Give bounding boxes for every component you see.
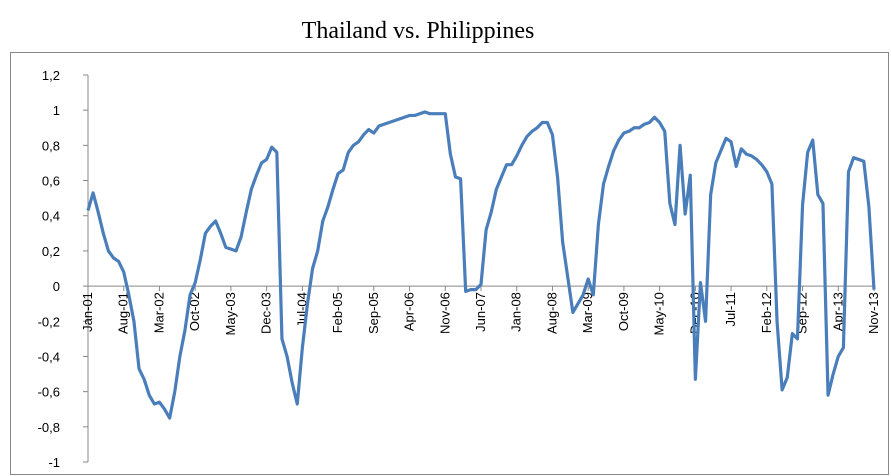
y-tick-label: 0,2: [42, 244, 60, 259]
x-tick-label: Oct-02: [187, 292, 202, 331]
y-tick-label: -0,8: [38, 420, 60, 435]
y-tick-label: 0,8: [42, 138, 60, 153]
x-tick-label: Sep-05: [366, 292, 381, 334]
x-tick-label: Aug-08: [544, 292, 559, 334]
x-tick-label: Jun-07: [473, 292, 488, 332]
y-tick-label: -0,4: [38, 349, 60, 364]
x-tick-label: Jan-08: [509, 292, 524, 332]
x-tick-label: May-10: [652, 292, 667, 335]
chart-title: Thailand vs. Philippines: [302, 18, 535, 44]
y-tick-label: 1: [53, 103, 60, 118]
x-tick-label: Apr-13: [830, 292, 845, 331]
y-tick-label: 0: [53, 279, 60, 294]
y-tick-label: -0,2: [38, 314, 60, 329]
y-tick-label: -1: [48, 455, 60, 470]
x-tick-label: Feb-12: [759, 292, 774, 333]
y-tick-label: 0,6: [42, 174, 60, 189]
y-tick-label: 0,4: [42, 209, 60, 224]
x-tick-label: Mar-02: [151, 292, 166, 333]
x-tick-label: Jul-11: [723, 292, 738, 326]
y-tick-label: -0,6: [38, 385, 60, 400]
x-tick-label: Jan-01: [80, 292, 95, 332]
x-tick-label: Feb-05: [330, 292, 345, 333]
chart-frame: [10, 52, 889, 475]
x-tick-label: Nov-06: [437, 292, 452, 334]
data-line: [86, 110, 876, 420]
x-tick-label: Dec-03: [259, 292, 274, 334]
y-tick-label: 1,2: [42, 68, 60, 83]
x-tick-label: Apr-06: [402, 292, 417, 331]
x-tick-label: Nov-13: [866, 292, 881, 334]
x-tick-label: Aug-01: [116, 292, 131, 334]
x-tick-label: Mar-09: [580, 292, 595, 333]
x-tick-label: Oct-09: [616, 292, 631, 331]
x-tick-label: May-03: [223, 292, 238, 335]
